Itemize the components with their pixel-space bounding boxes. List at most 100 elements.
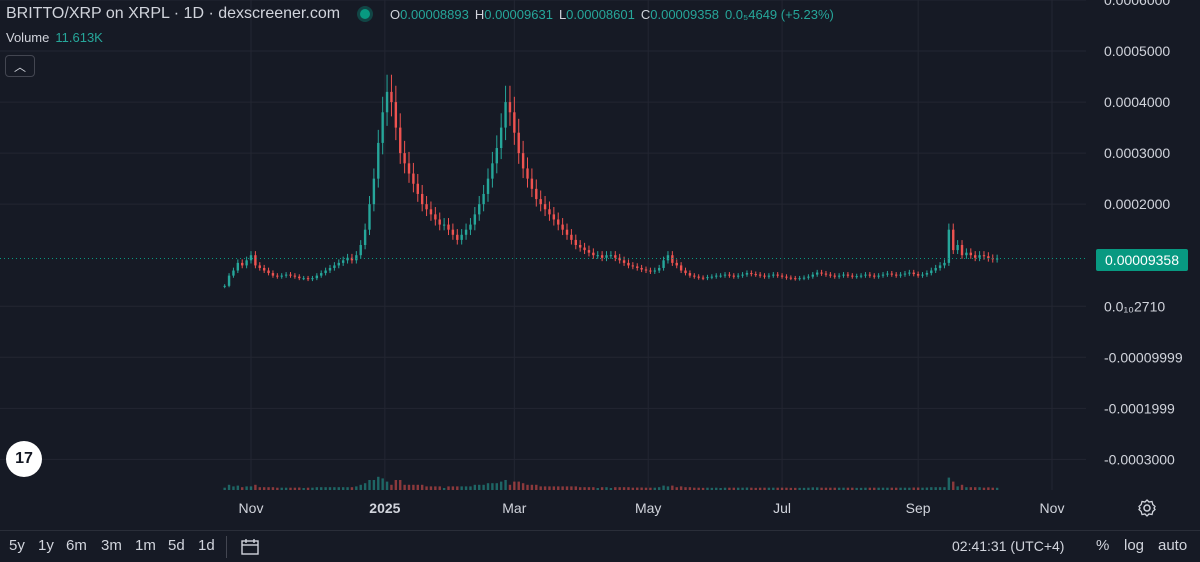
candle-body: [434, 214, 437, 220]
volume-bar: [991, 487, 994, 490]
candle-body: [438, 219, 441, 225]
volume-bar: [223, 487, 226, 490]
volume-bar: [442, 488, 446, 490]
candle-body: [587, 250, 591, 253]
candle-body: [600, 255, 604, 258]
candle-body: [227, 275, 231, 286]
candle-body: [894, 274, 898, 276]
candle-body: [280, 275, 283, 277]
volume-bar: [710, 487, 714, 490]
volume-bar: [491, 483, 494, 490]
candle-body: [719, 275, 722, 277]
price-chart[interactable]: 0.0006000 0.0005000 0.0004000 0.0003000 0.00…: [0, 0, 1200, 530]
candle-body: [618, 257, 621, 261]
candle-body: [521, 153, 525, 169]
volume-bar: [657, 487, 661, 490]
log-scale-button[interactable]: log: [1124, 537, 1145, 554]
candle-body: [561, 224, 564, 230]
range-1m-button[interactable]: 1m: [135, 537, 156, 554]
candle-body: [995, 258, 999, 260]
candles: [223, 74, 999, 289]
volume-bar: [666, 486, 670, 490]
candle-body: [548, 209, 551, 215]
volume-bar: [618, 487, 621, 490]
candle-body: [267, 270, 270, 274]
candle-body: [842, 274, 845, 276]
candle-body: [864, 274, 867, 276]
range-6m-button[interactable]: 6m: [66, 537, 87, 554]
candle-body: [517, 132, 520, 154]
volume-bar: [508, 484, 512, 490]
candle-body: [456, 234, 459, 240]
candle-body: [473, 214, 477, 225]
volume-bar: [973, 487, 977, 490]
candle-body: [258, 265, 261, 268]
volume-bar: [723, 487, 727, 490]
volume-bar: [851, 487, 854, 490]
volume-bar: [469, 486, 472, 490]
candle-body: [293, 275, 297, 277]
x-axis[interactable]: Nov 2025 Mar May Jul Sep Nov: [239, 500, 1065, 516]
volume-bar: [864, 487, 867, 490]
candle-body: [697, 276, 700, 278]
symbol-title[interactable]: BRITTO/XRP on XRPL · 1D · dexscreener.co…: [6, 5, 341, 22]
gear-icon[interactable]: [1137, 498, 1157, 518]
volume-bar: [293, 487, 297, 490]
volume-bar: [337, 487, 340, 490]
volume-bar: [425, 486, 428, 490]
candle-body: [693, 275, 696, 277]
high-label: H: [474, 6, 485, 22]
volume-bar: [271, 487, 275, 490]
candle-body: [956, 245, 959, 251]
candle-body: [284, 274, 288, 276]
calendar-range-icon[interactable]: [241, 538, 261, 556]
candle-body: [973, 255, 977, 258]
candle-body: [675, 262, 678, 266]
tradingview-logo-icon[interactable]: 17: [6, 441, 42, 477]
candle-body: [890, 273, 893, 275]
candle-body: [350, 257, 354, 261]
range-1y-button[interactable]: 1y: [38, 537, 54, 554]
range-3m-button[interactable]: 3m: [101, 537, 122, 554]
volume-bar: [460, 486, 463, 490]
volume-bar: [605, 487, 608, 490]
auto-scale-button[interactable]: auto: [1158, 537, 1188, 554]
candle-body: [469, 224, 472, 230]
y-tick-label: 0.0002000: [1104, 196, 1170, 212]
candle-body: [614, 255, 617, 258]
volume-bar: [675, 487, 678, 490]
range-5y-button[interactable]: 5y: [9, 537, 25, 554]
candle-body: [346, 257, 349, 261]
volume-bar: [978, 487, 981, 490]
volume-bar: [987, 487, 990, 490]
volume-bar: [280, 487, 283, 490]
candle-body: [262, 267, 266, 271]
percent-scale-button[interactable]: %: [1096, 537, 1110, 554]
x-tick-label: May: [635, 500, 661, 516]
volume-bar: [390, 484, 393, 490]
collapse-legend-button[interactable]: ︿: [5, 55, 35, 77]
candle-body: [776, 274, 779, 276]
range-5d-button[interactable]: 5d: [168, 537, 185, 554]
volume-bar: [736, 487, 740, 490]
volume-bar: [333, 487, 336, 490]
volume-bar: [306, 487, 310, 490]
volume-bar: [429, 486, 433, 490]
candle-body: [464, 229, 468, 235]
volume-bar: [644, 487, 648, 490]
volume-bar: [903, 487, 907, 490]
toolbar-divider: [226, 536, 227, 558]
candle-body: [736, 275, 740, 277]
y-axis[interactable]: 0.0006000 0.0005000 0.0004000 0.0003000 0.00…: [1104, 0, 1183, 467]
volume-bar: [499, 481, 503, 490]
y-tick-label: 0.0₁₀2710: [1104, 298, 1165, 314]
candle-body: [298, 276, 301, 279]
volume-bar: [359, 484, 362, 490]
candle-body: [495, 148, 498, 164]
volume-bar: [715, 487, 718, 490]
timezone-clock[interactable]: 02:41:31 (UTC+4): [952, 538, 1065, 554]
candle-body: [557, 219, 560, 225]
volume-bar: [539, 486, 542, 490]
volume-bar: [815, 487, 819, 490]
range-1d-button[interactable]: 1d: [198, 537, 215, 554]
